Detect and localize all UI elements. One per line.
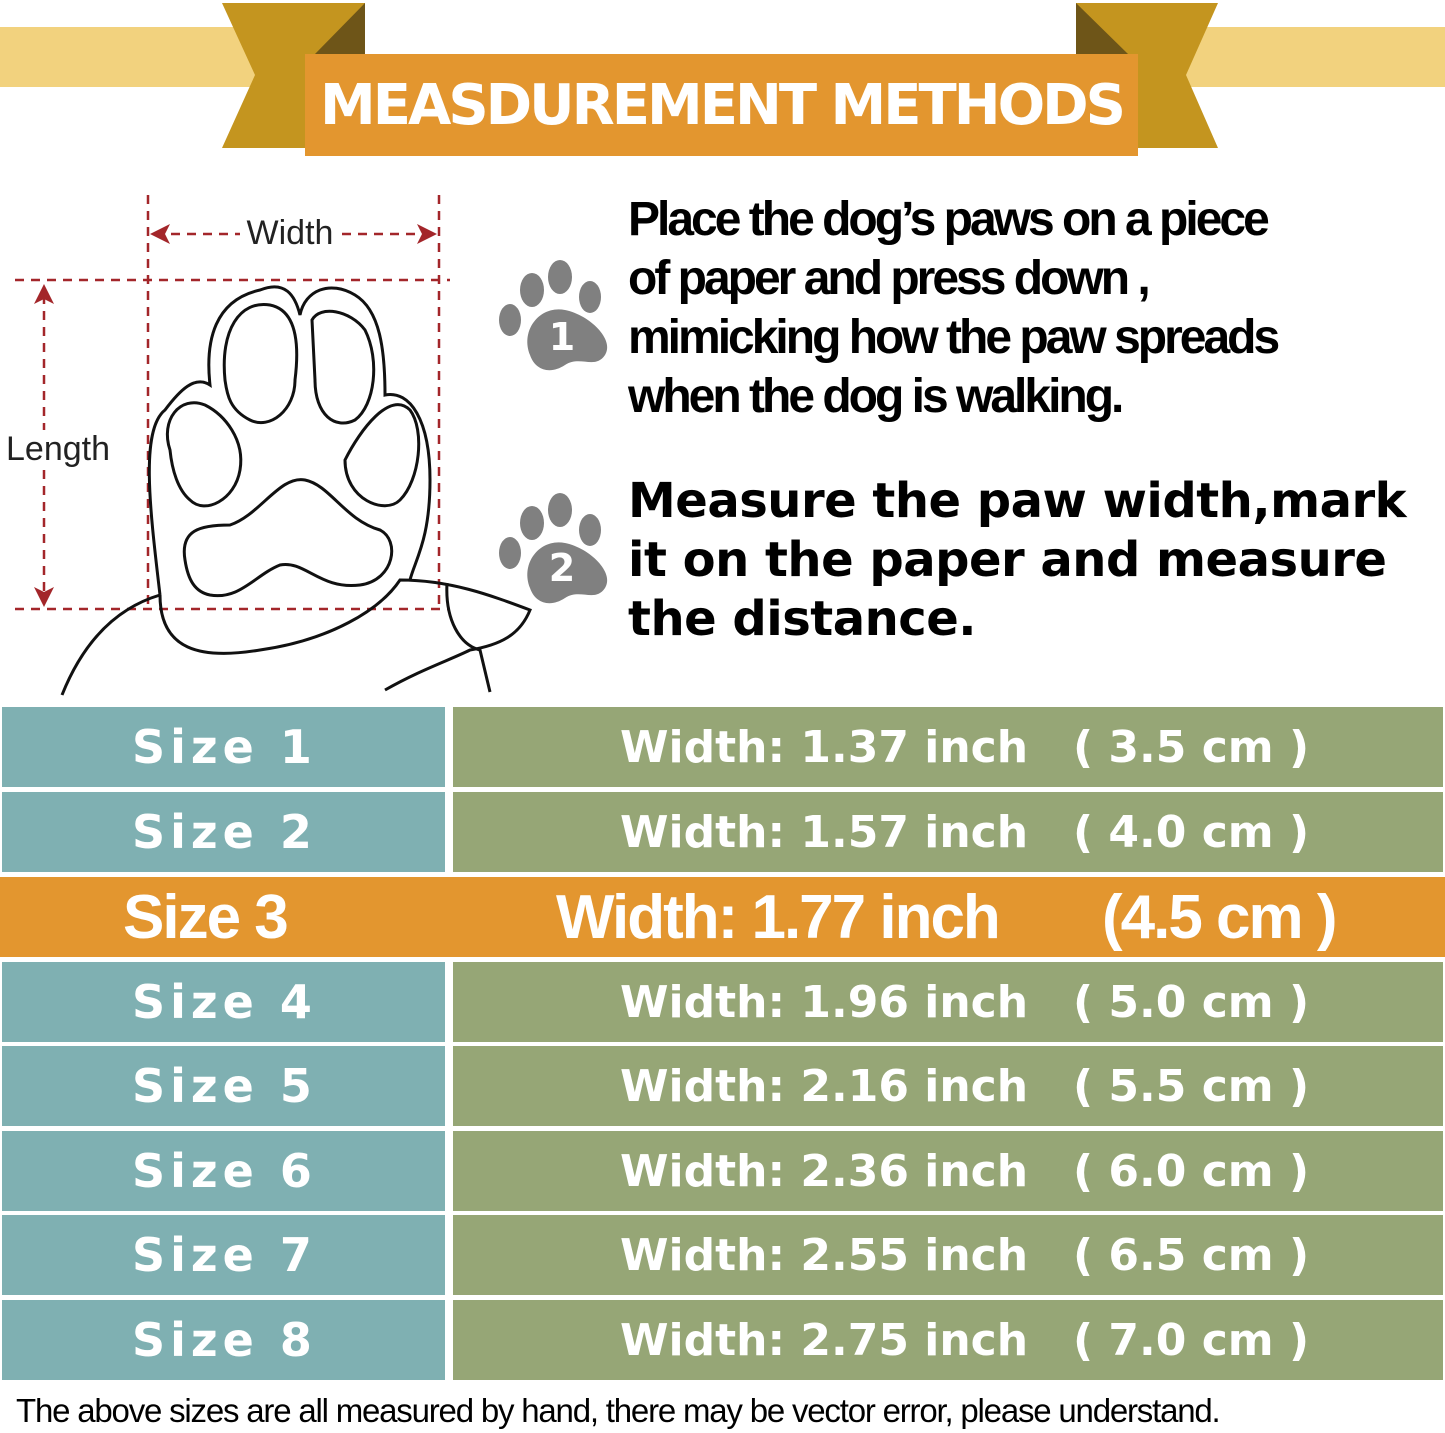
width-inch: Width: 2.75 inch <box>620 1314 1029 1366</box>
width-inch: Width: 1.77 inch <box>556 883 1001 952</box>
size-row: Size 8 Width: 2.75 inch ( 7.0 cm ) <box>0 1300 1445 1380</box>
width-cm: ( 7.0 cm ) <box>1073 1314 1310 1366</box>
step-2-text: Measure the paw width,mark it on the pap… <box>628 472 1407 649</box>
width-inch: Width: 2.16 inch <box>620 1060 1029 1112</box>
paw-outline <box>60 285 532 696</box>
size-label: Size 8 <box>2 1300 445 1380</box>
size-label: Size 1 <box>2 707 445 787</box>
highlighted-size-row: Size 3 Width: 1.77 inch (4.5 cm ) <box>0 877 1445 957</box>
ribbon-band-right <box>1180 27 1445 87</box>
step-1-text: Place the dog’s paws on a piece of paper… <box>628 190 1280 426</box>
step-2-line: Measure the paw width,mark <box>628 473 1407 529</box>
size-label: Size 3 <box>123 883 289 952</box>
size-label: Size 6 <box>2 1131 445 1211</box>
width-cm: (4.5 cm ) <box>1102 883 1338 952</box>
step-1-line: when the dog is walking. <box>628 370 1124 423</box>
width-inch: Width: 1.96 inch <box>620 976 1029 1028</box>
step-1-line: mimicking how the paw spreads <box>628 311 1280 364</box>
page-title: MEASDUREMENT METHODS <box>305 54 1138 156</box>
size-row: Size 1 Width: 1.37 inch ( 3.5 cm ) <box>0 707 1445 787</box>
width-cm: ( 4.0 cm ) <box>1073 806 1310 858</box>
width-cm: ( 6.0 cm ) <box>1073 1145 1310 1197</box>
width-cm: ( 3.5 cm ) <box>1073 721 1310 773</box>
svg-text:2: 2 <box>549 546 575 590</box>
size-row: Size 6 Width: 2.36 inch ( 6.0 cm ) <box>0 1131 1445 1211</box>
size-row: Size 3 Width: 1.77 inch (4.5 cm ) <box>0 877 1445 957</box>
width-cell: Width: 2.75 inch ( 7.0 cm ) <box>453 1300 1443 1380</box>
step-2-line: the distance. <box>628 591 977 647</box>
width-inch: Width: 1.57 inch <box>620 806 1029 858</box>
step-1-line: of paper and press down , <box>628 252 1151 305</box>
width-cell: Width: 2.55 inch ( 6.5 cm ) <box>453 1215 1443 1295</box>
width-cell: Width: 1.37 inch ( 3.5 cm ) <box>453 707 1443 787</box>
ribbon-band-left <box>0 27 270 87</box>
width-cell: Width: 2.36 inch ( 6.0 cm ) <box>453 1131 1443 1211</box>
size-row: Size 4 Width: 1.96 inch ( 5.0 cm ) <box>0 962 1445 1042</box>
size-label: Size 2 <box>2 792 445 872</box>
size-row: Size 2 Width: 1.57 inch ( 4.0 cm ) <box>0 792 1445 872</box>
size-row: Size 5 Width: 2.16 inch ( 5.5 cm ) <box>0 1046 1445 1126</box>
width-cell: Width: 1.57 inch ( 4.0 cm ) <box>453 792 1443 872</box>
size-label: Size 5 <box>2 1046 445 1126</box>
paw-step-1-icon: 1 <box>499 260 608 371</box>
paw-step-2-icon: 2 <box>499 493 608 604</box>
width-inch: Width: 2.36 inch <box>620 1145 1029 1197</box>
width-cell: Width: 2.16 inch ( 5.5 cm ) <box>453 1046 1443 1126</box>
paw-measurement-diagram: Width Length <box>6 195 532 696</box>
svg-text:1: 1 <box>549 315 575 359</box>
width-label: Width <box>247 214 334 252</box>
width-cm: ( 6.5 cm ) <box>1073 1229 1310 1281</box>
width-inch: Width: 2.55 inch <box>620 1229 1029 1281</box>
width-inch: Width: 1.37 inch <box>620 721 1029 773</box>
step-1-line: Place the dog’s paws on a piece <box>628 193 1270 246</box>
width-cm: ( 5.0 cm ) <box>1073 976 1310 1028</box>
width-cell: Width: 1.96 inch ( 5.0 cm ) <box>453 962 1443 1042</box>
length-label: Length <box>6 430 110 468</box>
size-row: Size 7 Width: 2.55 inch ( 6.5 cm ) <box>0 1215 1445 1295</box>
footer-note: The above sizes are all measured by hand… <box>16 1392 1221 1429</box>
width-cm: ( 5.5 cm ) <box>1073 1060 1310 1112</box>
size-label: Size 7 <box>2 1215 445 1295</box>
size-label: Size 4 <box>2 962 445 1042</box>
step-2-line: it on the paper and measure <box>628 532 1387 588</box>
